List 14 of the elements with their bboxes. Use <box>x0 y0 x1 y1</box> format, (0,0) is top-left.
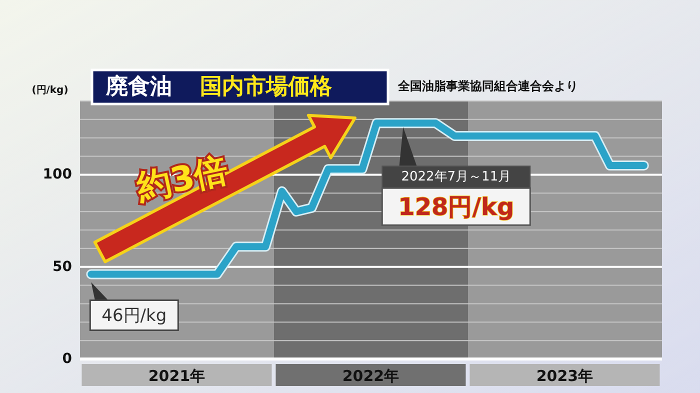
y-tick-label: 50 <box>52 258 72 275</box>
annotation: 約3倍 <box>132 150 232 209</box>
x-tick-label: 2023年 <box>536 367 594 385</box>
y-axis-title: (円/kg) <box>32 85 68 96</box>
annotation: 128円/kg <box>398 193 514 222</box>
y-tick-label: 100 <box>42 166 72 183</box>
annotation: 2022年7月～11月 <box>401 170 512 185</box>
chart-title: 廃食油 <box>105 74 172 100</box>
chart-subtitle: 国内市場価格 <box>200 74 333 100</box>
text: 全国油脂事業協同組合連合会より <box>397 79 578 93</box>
annotation: 46円/kg <box>102 306 167 326</box>
x-tick-label: 2021年 <box>148 367 206 385</box>
x-tick-label: 2022年 <box>342 367 400 385</box>
y-tick-label: 0 <box>62 351 72 367</box>
